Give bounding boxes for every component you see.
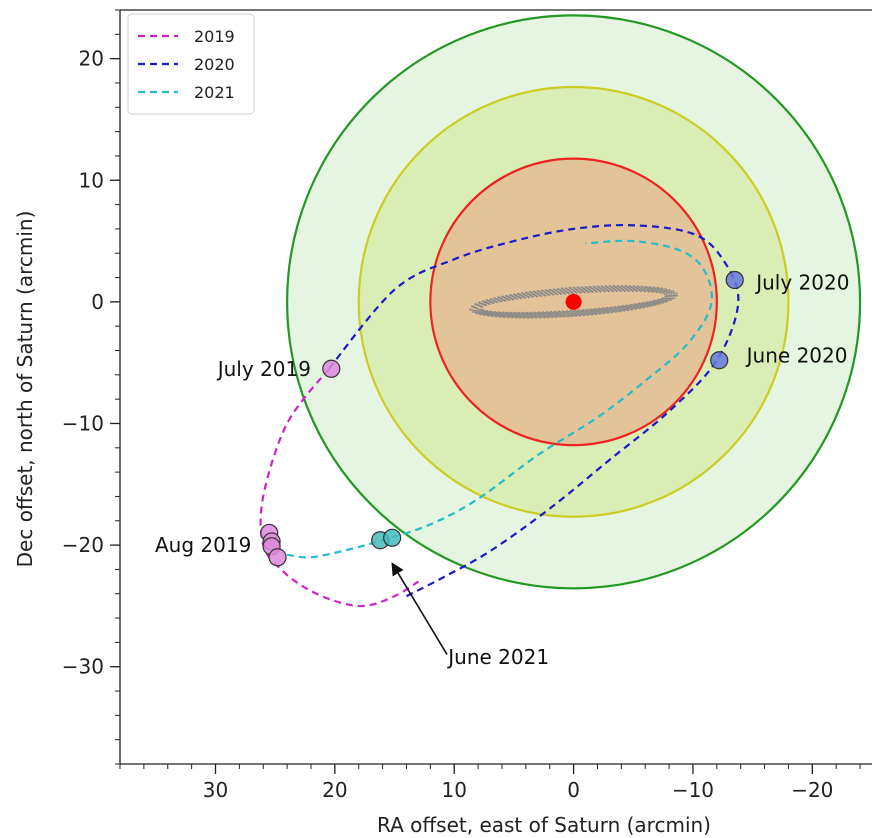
orbit-trace — [469, 285, 678, 319]
orbit-trace — [477, 289, 670, 315]
x-tick-label: 10 — [441, 778, 466, 802]
y-tick-label: −10 — [62, 411, 104, 435]
legend-label: 2019 — [194, 27, 235, 46]
y-tick-label: −20 — [62, 533, 104, 557]
position-marker — [725, 270, 744, 290]
annotation-arrow — [391, 562, 448, 655]
orbit-trace — [479, 289, 668, 314]
annotation-label: June 2020 — [745, 343, 848, 367]
y-axis-label: Dec offset, north of Saturn (arcmin) — [13, 211, 37, 568]
legend-label: 2021 — [194, 83, 235, 102]
position-marker — [268, 548, 287, 567]
position-marker — [710, 351, 729, 370]
orbit-trace — [470, 285, 677, 318]
x-tick-label: −10 — [672, 778, 714, 802]
annotation-label: July 2020 — [754, 270, 849, 294]
trajectory-2020 — [328, 223, 740, 598]
legend: 2019 2020 2021 — [127, 13, 255, 115]
annotation-label: June 2021 — [446, 645, 549, 669]
saturn-marker — [565, 293, 582, 310]
plot-area: July 2019 Aug 2019 June 2020 July 2020 June … — [155, 14, 862, 669]
annotation-label: July 2019 — [216, 357, 311, 381]
orbit-trace — [472, 286, 676, 318]
x-tick-label: −20 — [791, 778, 833, 802]
trajectory-2019 — [259, 368, 419, 608]
orbit-trace — [476, 288, 671, 316]
x-tick-label: 20 — [322, 778, 347, 802]
x-axis-label: RA offset, east of Saturn (arcmin) — [377, 813, 711, 837]
trajectory-2021 — [286, 239, 713, 559]
legend-box — [127, 13, 255, 115]
orbit-trace — [480, 290, 667, 314]
orbit-trace — [475, 287, 673, 316]
y-tick-label: 20 — [79, 47, 104, 71]
x-tick-label: 0 — [567, 778, 580, 802]
legend-label: 2020 — [194, 55, 235, 74]
position-marker — [322, 359, 341, 378]
y-tick-label: 10 — [79, 168, 104, 192]
moon-orbit-swarm — [469, 285, 678, 319]
y-tick-label: −30 — [62, 655, 104, 679]
axes: 30 20 10 0 −10 −20 20 10 0 −10 −20 −30 RA offset, ea… — [13, 9, 872, 837]
y-tick-label: 0 — [91, 290, 104, 314]
position-marker — [383, 528, 402, 547]
orbit-trace — [473, 287, 674, 317]
x-tick-label: 30 — [203, 778, 228, 802]
annotation-label: Aug 2019 — [155, 533, 251, 557]
